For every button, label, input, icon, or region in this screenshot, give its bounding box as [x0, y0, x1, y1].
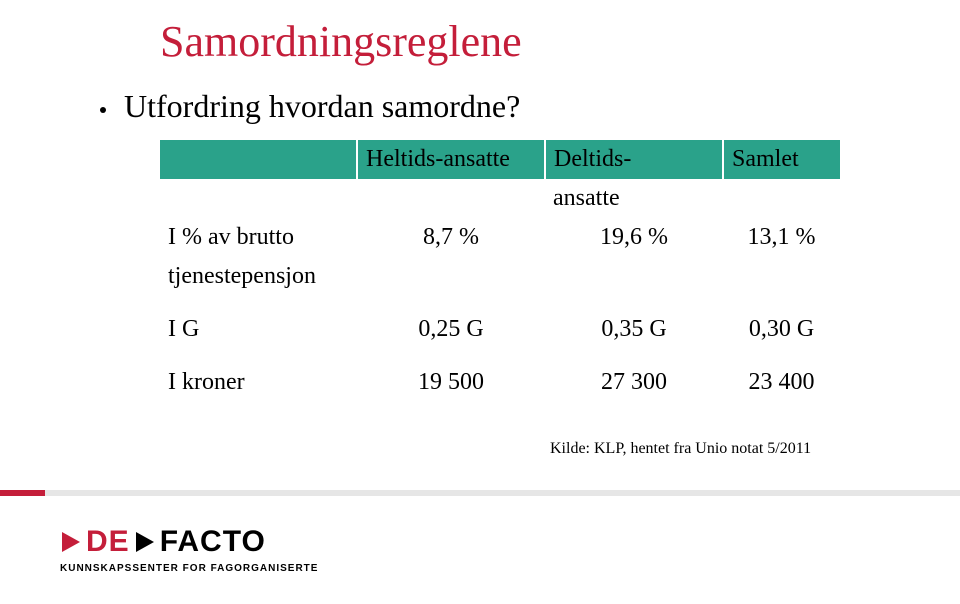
bullet-text: Utfordring hvordan samordne?	[124, 88, 520, 125]
row0-label-l1: I % av brutto	[160, 218, 357, 257]
row0-v3: 13,1 %	[723, 218, 840, 257]
table-row: I G 0,25 G 0,35 G 0,30 G	[160, 310, 840, 349]
triangle-icon	[136, 532, 154, 552]
row1-label: I G	[160, 310, 357, 349]
row1-v3: 0,30 G	[723, 310, 840, 349]
th-deltid-l1: Deltids-	[554, 146, 631, 172]
bullet-dot	[100, 107, 106, 113]
bullet-row: Utfordring hvordan samordne?	[100, 88, 520, 125]
footer-stripe	[0, 490, 960, 496]
row0-v2: 19,6 %	[545, 218, 723, 257]
triangle-icon	[62, 532, 80, 552]
th-deltid: Deltids-	[545, 140, 723, 179]
th-empty	[160, 140, 357, 179]
table-spacer	[160, 296, 840, 310]
row1-v2: 0,35 G	[545, 310, 723, 349]
row0-label-l2: tjenestepensjon	[160, 257, 357, 296]
row2-v1: 19 500	[357, 363, 545, 402]
row2-v3: 23 400	[723, 363, 840, 402]
row0b-v3	[723, 257, 840, 296]
th2-empty	[160, 179, 357, 218]
row2-v2: 27 300	[545, 363, 723, 402]
row0b-v2	[545, 257, 723, 296]
table-spacer	[160, 349, 840, 363]
row2-label: I kroner	[160, 363, 357, 402]
th2-heltid	[357, 179, 545, 218]
table-row: I % av brutto 8,7 % 19,6 % 13,1 %	[160, 218, 840, 257]
table-header-row2: ansatte	[160, 179, 840, 218]
th2-deltid: ansatte	[545, 179, 723, 218]
data-table: Heltids-ansatte Deltids- Samlet ansatte …	[160, 140, 840, 402]
row0-v1: 8,7 %	[357, 218, 545, 257]
th2-samlet	[723, 179, 840, 218]
row0b-v1	[357, 257, 545, 296]
row1-v1: 0,25 G	[357, 310, 545, 349]
logo-block: DE FACTO KUNNSKAPSSENTER FOR FAGORGANISE…	[60, 525, 318, 574]
brand-subtitle: KUNNSKAPSSENTER FOR FAGORGANISERTE	[60, 563, 318, 574]
th-heltid: Heltids-ansatte	[357, 140, 545, 179]
brand-line: DE FACTO	[60, 525, 318, 559]
slide-title: Samordningsreglene	[160, 16, 522, 67]
th-samlet: Samlet	[723, 140, 840, 179]
table-row: I kroner 19 500 27 300 23 400	[160, 363, 840, 402]
brand-de: DE	[86, 525, 130, 559]
table-header-row: Heltids-ansatte Deltids- Samlet	[160, 140, 840, 179]
brand-facto: FACTO	[160, 525, 266, 559]
table-row: tjenestepensjon	[160, 257, 840, 296]
source-label: Kilde: KLP, hentet fra Unio notat 5/2011	[550, 440, 811, 458]
